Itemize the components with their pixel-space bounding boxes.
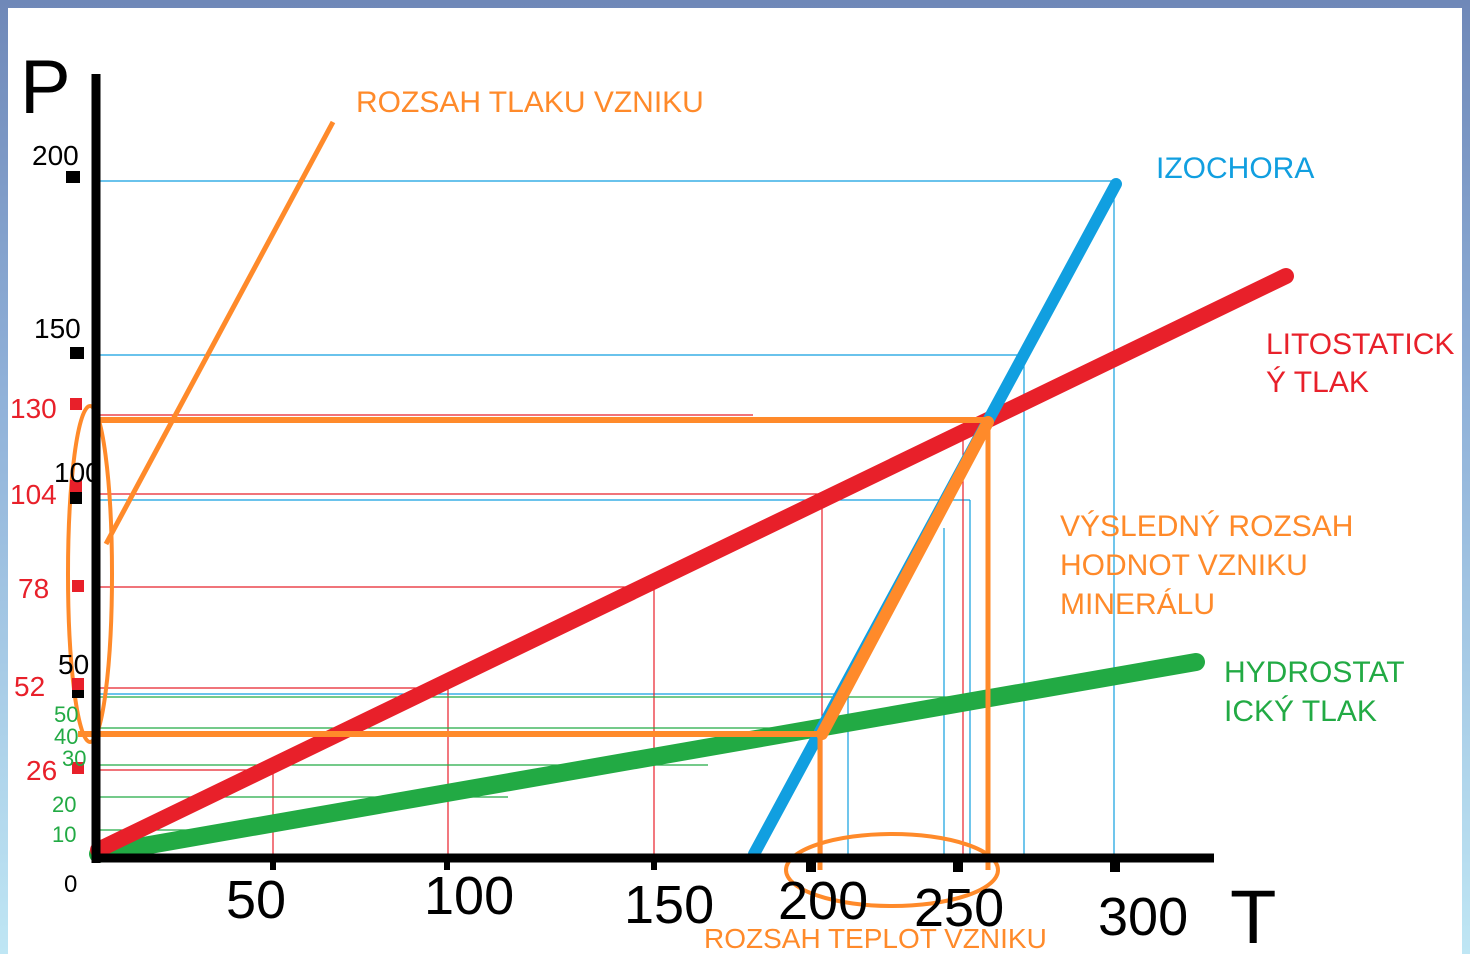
x-tick-200: 200 (778, 871, 868, 931)
y-tick-150: 150 (34, 313, 81, 344)
result-label-line2: HODNOT VZNIKU (1060, 549, 1308, 582)
y-tick-78: 78 (18, 573, 49, 604)
y-tick-markers (66, 171, 84, 774)
y-tick-g20: 20 (52, 792, 76, 817)
y-tick-100: 100 (54, 457, 101, 488)
y-tick-labels-black: 50 100 150 200 (32, 140, 101, 680)
y-tick-130: 130 (10, 393, 57, 424)
y-tick-labels-red: 26 52 78 104 130 (10, 393, 57, 786)
x-tick-150: 150 (624, 875, 714, 935)
y-tick-52: 52 (14, 671, 45, 702)
diagram-canvas: P T 0 50 100 150 200 250 300 50 100 150 … (8, 8, 1462, 954)
y-tick-g40: 40 (54, 724, 78, 749)
y-tick-g10: 10 (52, 822, 76, 847)
x-tick-50: 50 (226, 870, 286, 930)
x-tick-250: 250 (914, 878, 1004, 938)
grid-blue (94, 180, 1115, 856)
x-tick-100: 100 (424, 866, 514, 926)
x-tick-300: 300 (1098, 887, 1188, 947)
y-tick-104: 104 (10, 479, 57, 510)
grid-red (94, 414, 964, 856)
y-tick-50: 50 (58, 649, 89, 680)
lithostatic-line (90, 268, 1294, 858)
hydrostatic-label-line1: HYDROSTAT (1224, 656, 1405, 689)
x-axis-symbol: T (1230, 875, 1276, 954)
temperature-range-label: ROZSAH TEPLOT VZNIKU (704, 923, 1047, 954)
lithostatic-label-line1: LITOSTATICK (1266, 328, 1454, 361)
y-tick-26: 26 (26, 755, 57, 786)
isochore-label: IZOCHORA (1156, 152, 1314, 185)
result-label-line1: VÝSLEDNÝ ROZSAH (1060, 510, 1353, 543)
pt-diagram: P T 0 50 100 150 200 250 300 50 100 150 … (10, 45, 1454, 954)
y-tick-g30: 30 (62, 746, 86, 771)
y-axis-symbol: P (20, 45, 71, 130)
pressure-range-label: ROZSAH TLAKU VZNIKU (356, 86, 704, 119)
result-label-line3: MINERÁLU (1060, 588, 1215, 621)
origin-label: 0 (64, 871, 77, 898)
x-tick-markers (270, 860, 1120, 872)
hydrostatic-line (89, 653, 1205, 863)
x-tick-labels: 50 100 150 200 250 300 (226, 866, 1188, 947)
axes (91, 74, 1214, 863)
y-tick-200: 200 (32, 140, 79, 171)
y-tick-g50: 50 (54, 702, 78, 727)
result-range-highlight (66, 120, 1000, 908)
lithostatic-label-line2: Ý TLAK (1266, 366, 1369, 399)
hydrostatic-label-line2: ICKÝ TLAK (1224, 695, 1377, 728)
y-tick-labels-green: 10 20 30 40 50 (52, 702, 86, 847)
